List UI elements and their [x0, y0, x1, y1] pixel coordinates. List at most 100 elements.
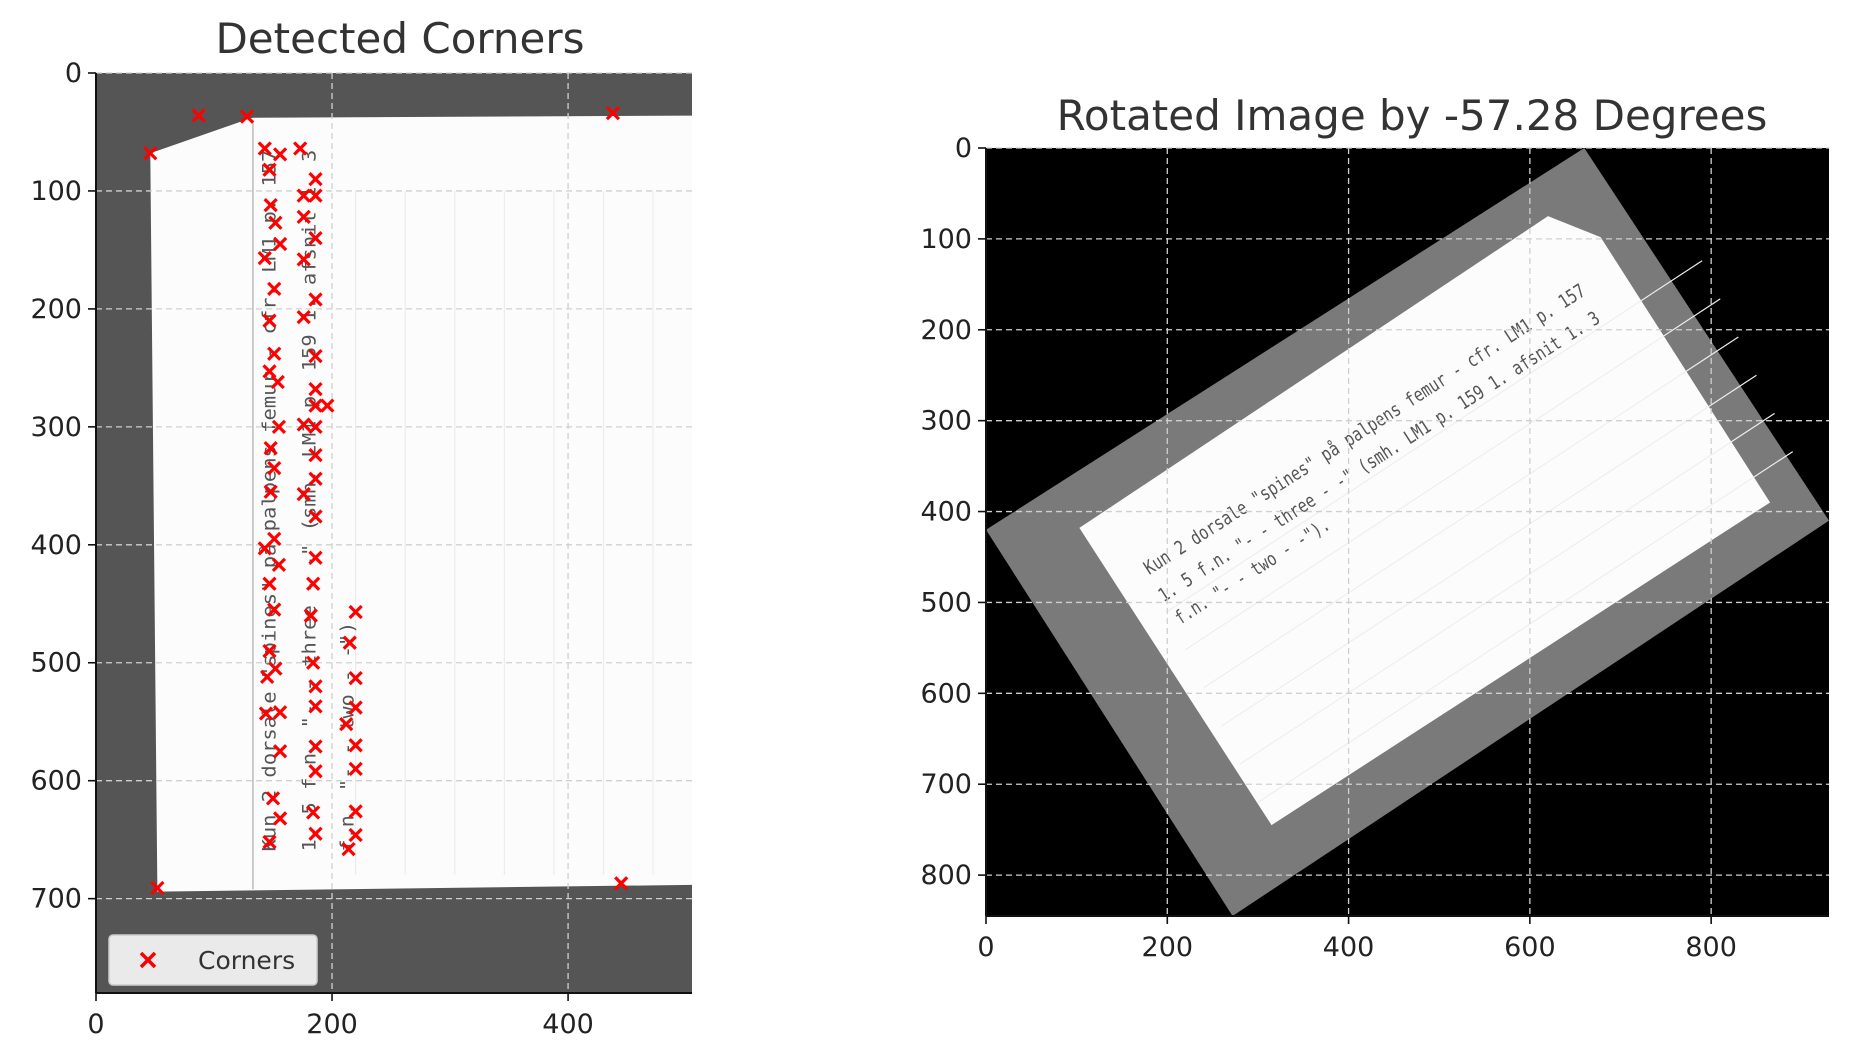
corner-marker — [348, 738, 363, 753]
y-tick-label: 0 — [955, 133, 972, 164]
corner-marker — [272, 236, 288, 252]
corner-marker — [262, 162, 277, 177]
corner-marker — [267, 346, 282, 361]
x-tick-label: 0 — [977, 932, 994, 963]
image-content: Kun 2 dorsale "spines" på palpens femur … — [150, 115, 692, 892]
corner-marker — [262, 313, 277, 328]
y-tick-label: 100 — [920, 224, 972, 255]
corner-marker — [270, 374, 285, 390]
corner-marker — [239, 109, 255, 124]
card-text-line: 1. 5 f.n. "- - three - -" (smh. LM1 p. 1… — [299, 150, 321, 852]
x-tick-label: 800 — [1685, 932, 1737, 963]
corner-marker — [308, 172, 323, 187]
y-tick-label: 300 — [30, 412, 82, 443]
corner-marker — [341, 841, 356, 857]
corner-marker — [262, 364, 277, 379]
corner-marker — [308, 230, 323, 246]
corner-marker — [308, 292, 323, 307]
corner-marker — [268, 215, 283, 230]
y-tick-label: 400 — [920, 497, 972, 528]
x-tick-label: 0 — [87, 1009, 104, 1040]
corner-marker — [348, 761, 363, 777]
y-tick-label: 100 — [30, 176, 82, 207]
corner-marker — [272, 744, 288, 759]
corner-marker — [296, 188, 311, 203]
corner-marker — [296, 252, 311, 267]
x-tick-label: 400 — [542, 1009, 594, 1040]
corner-marker — [296, 486, 311, 502]
corner-marker — [308, 550, 323, 565]
legend: Corners — [108, 934, 318, 986]
y-tick-label: 600 — [30, 766, 82, 797]
corner-marker — [308, 419, 323, 434]
legend-label: Corners — [198, 946, 295, 975]
corner-marker — [293, 141, 308, 156]
corner-marker — [296, 417, 311, 432]
corner-marker — [267, 281, 282, 296]
corner-marker — [308, 739, 323, 754]
corner-marker — [272, 147, 288, 162]
y-tick-label: 600 — [920, 678, 972, 709]
corner-marker — [308, 398, 323, 413]
plot-area: Kun 2 dorsale "spines" på palpens femur … — [95, 72, 692, 994]
y-tick-label: 200 — [920, 315, 972, 346]
corner-marker — [257, 251, 272, 266]
y-tick-label: 800 — [920, 860, 972, 891]
corner-marker — [262, 834, 277, 850]
corner-marker — [308, 348, 323, 364]
corner-marker — [348, 604, 363, 620]
corner-marker — [348, 670, 363, 686]
corner-marker — [308, 679, 323, 694]
corner-marker — [308, 699, 323, 714]
corner-marker — [348, 700, 363, 715]
corner-marker — [348, 827, 363, 843]
x-tick-labels: 0 200 400 — [87, 993, 594, 1040]
corner-marker — [150, 880, 165, 896]
corner-marker — [308, 471, 323, 486]
corner-marker — [308, 826, 323, 841]
corner-marker — [263, 440, 278, 456]
detected-corners-chart: Detected Corners Kun 2 dorsale "spines" … — [30, 14, 692, 1040]
y-tick-label: 700 — [920, 769, 972, 800]
corner-marker — [308, 188, 323, 203]
corner-marker — [272, 705, 288, 720]
card-rule-line — [1203, 336, 1739, 689]
corner-marker — [306, 655, 321, 670]
y-tick-label: 500 — [30, 648, 82, 679]
image-content: Kun 2 dorsale "spines" på palpens femur … — [986, 148, 1829, 916]
corner-marker — [262, 576, 277, 591]
corner-marker — [614, 876, 629, 891]
corner-marker — [308, 381, 323, 397]
corner-marker — [263, 484, 278, 499]
card-rule-line — [1166, 260, 1703, 613]
rotated-card — [1079, 216, 1771, 826]
corner-marker — [267, 531, 282, 547]
corner-marker — [267, 460, 282, 476]
y-tick-label: 400 — [30, 530, 82, 561]
corner-marker — [306, 805, 321, 820]
corner-marker — [271, 557, 287, 572]
corner-marker — [257, 141, 272, 156]
x-tick-label: 200 — [1142, 932, 1194, 963]
x-tick-labels: 0 200 400 600 800 — [977, 916, 1737, 963]
corner-marker — [306, 576, 321, 591]
y-tick-label: 300 — [920, 406, 972, 437]
corner-marker — [263, 197, 278, 213]
legend-box — [108, 934, 318, 986]
x-tick-label: 200 — [306, 1009, 358, 1040]
corner-marker — [272, 811, 288, 826]
y-tick-label: 700 — [30, 884, 82, 915]
corner-marker — [308, 764, 323, 779]
corner-marker — [143, 146, 158, 161]
corner-marker — [308, 448, 323, 463]
index-card — [150, 115, 692, 892]
chart-title: Rotated Image by -57.28 Degrees — [1057, 91, 1768, 140]
x-tick-label: 600 — [1504, 932, 1556, 963]
corner-marker — [308, 509, 323, 524]
corner-marker — [259, 669, 275, 685]
plot-area: Kun 2 dorsale "spines" på palpens femur … — [985, 147, 1829, 917]
corner-marker — [265, 791, 281, 806]
corner-marker — [605, 105, 621, 121]
x-tick-label: 400 — [1323, 932, 1375, 963]
